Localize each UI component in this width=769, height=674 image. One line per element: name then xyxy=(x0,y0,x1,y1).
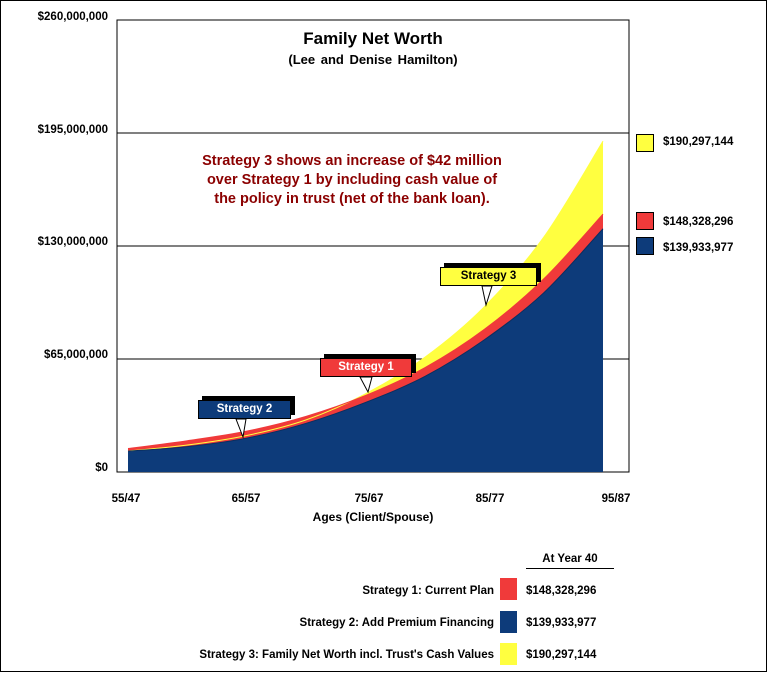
end-value-label: $139,933,977 xyxy=(663,242,734,254)
callout-strategy-1: Strategy 1 xyxy=(320,358,412,377)
x-tick-label: 95/87 xyxy=(601,493,631,505)
end-value-label: $190,297,144 xyxy=(663,136,734,148)
legend-swatch-strategy-2 xyxy=(500,611,517,633)
legend-swatch-strategy-1 xyxy=(500,578,517,600)
y-tick-label: $65,000,000 xyxy=(44,349,108,361)
end-value-label: $148,328,296 xyxy=(663,216,734,228)
x-axis-label: Ages (Client/Spouse) xyxy=(312,510,434,524)
chart-subtitle: (Lee and Denise Hamilton) xyxy=(288,52,458,67)
x-tick-label: 75/67 xyxy=(354,493,384,505)
callout-strategy-3: Strategy 3 xyxy=(440,267,537,286)
annotation-text: Strategy 3 shows an increase of $42 mill… xyxy=(202,153,502,207)
series-line-strategy-3 xyxy=(127,140,604,452)
callout-pointer xyxy=(359,376,373,394)
y-tick-label: $0 xyxy=(95,462,108,474)
x-tick-label: 65/57 xyxy=(231,493,261,505)
legend-value-strategy-3: $190,297,144 xyxy=(526,649,597,661)
x-tick-label: 55/47 xyxy=(111,493,141,505)
legend-value-strategy-2: $139,933,977 xyxy=(526,617,597,629)
legend-header: At Year 40 xyxy=(542,553,598,565)
y-tick-label: $130,000,000 xyxy=(37,236,108,248)
callout-pointer xyxy=(481,285,493,307)
legend-label-strategy-2: Strategy 2: Add Premium Financing xyxy=(299,617,494,629)
area-strategy-2 xyxy=(128,228,603,472)
series-line-strategy-1 xyxy=(127,213,604,450)
legend-header-rule xyxy=(526,568,614,569)
legend-value-strategy-1: $148,328,296 xyxy=(526,585,597,597)
end-swatch-strategy-3 xyxy=(636,134,654,152)
end-swatch-strategy-2 xyxy=(636,237,654,255)
legend-label-strategy-1: Strategy 1: Current Plan xyxy=(362,585,494,597)
x-tick-label: 85/77 xyxy=(475,493,505,505)
callout-strategy-2: Strategy 2 xyxy=(198,400,291,419)
series-line-strategy-2 xyxy=(127,228,604,452)
y-tick-label: $260,000,000 xyxy=(37,11,108,23)
callout-pointer xyxy=(235,418,247,439)
y-tick-label: $195,000,000 xyxy=(37,124,108,136)
legend-label-strategy-3: Strategy 3: Family Net Worth incl. Trust… xyxy=(199,649,494,661)
legend-swatch-strategy-3 xyxy=(500,643,517,665)
end-swatch-strategy-1 xyxy=(636,212,654,230)
chart-title: Family Net Worth xyxy=(303,29,443,48)
